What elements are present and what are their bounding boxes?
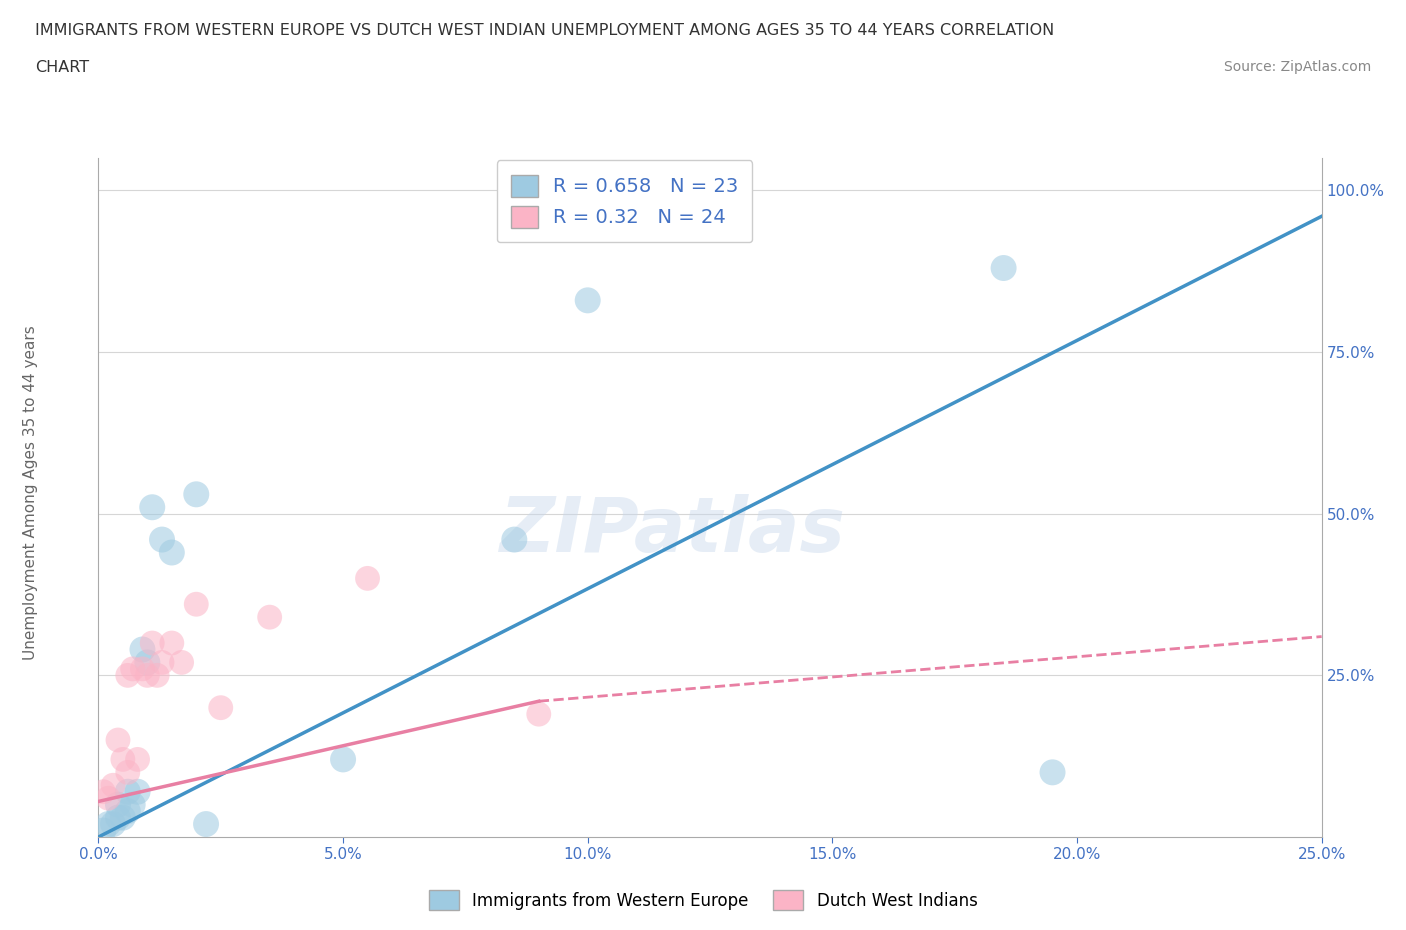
Point: [576, 293, 599, 308]
Point: [356, 571, 378, 586]
Point: [131, 661, 153, 676]
Point: [117, 804, 139, 818]
Point: [170, 655, 193, 670]
Point: [107, 810, 129, 825]
Point: [1042, 764, 1064, 779]
Point: [136, 668, 159, 683]
Point: [127, 752, 149, 767]
Text: Source: ZipAtlas.com: Source: ZipAtlas.com: [1223, 60, 1371, 74]
Legend: R = 0.658   N = 23, R = 0.32   N = 24: R = 0.658 N = 23, R = 0.32 N = 24: [496, 160, 752, 243]
Point: [186, 487, 208, 502]
Point: [136, 655, 159, 670]
Point: [127, 784, 149, 799]
Point: [332, 752, 354, 767]
Point: [97, 817, 120, 831]
Point: [527, 707, 550, 722]
Point: [186, 597, 208, 612]
Point: [117, 668, 139, 683]
Point: [993, 260, 1015, 275]
Point: [150, 532, 173, 547]
Point: [141, 635, 163, 650]
Point: [111, 810, 134, 825]
Text: CHART: CHART: [35, 60, 89, 75]
Text: ZIPatlas: ZIPatlas: [501, 495, 846, 568]
Point: [111, 752, 134, 767]
Point: [107, 733, 129, 748]
Point: [160, 545, 183, 560]
Point: [259, 610, 281, 625]
Point: [209, 700, 232, 715]
Point: [107, 797, 129, 812]
Legend: Immigrants from Western Europe, Dutch West Indians: Immigrants from Western Europe, Dutch We…: [422, 884, 984, 917]
Point: [195, 817, 218, 831]
Point: [101, 817, 124, 831]
Point: [160, 635, 183, 650]
Point: [121, 661, 143, 676]
Point: [101, 777, 124, 792]
Point: [91, 784, 114, 799]
Point: [503, 532, 526, 547]
Text: Unemployment Among Ages 35 to 44 years: Unemployment Among Ages 35 to 44 years: [24, 326, 38, 660]
Text: IMMIGRANTS FROM WESTERN EUROPE VS DUTCH WEST INDIAN UNEMPLOYMENT AMONG AGES 35 T: IMMIGRANTS FROM WESTERN EUROPE VS DUTCH …: [35, 23, 1054, 38]
Point: [91, 823, 114, 838]
Point: [141, 499, 163, 514]
Point: [146, 668, 169, 683]
Point: [117, 784, 139, 799]
Point: [121, 797, 143, 812]
Point: [97, 790, 120, 805]
Point: [150, 655, 173, 670]
Point: [117, 764, 139, 779]
Point: [131, 642, 153, 657]
